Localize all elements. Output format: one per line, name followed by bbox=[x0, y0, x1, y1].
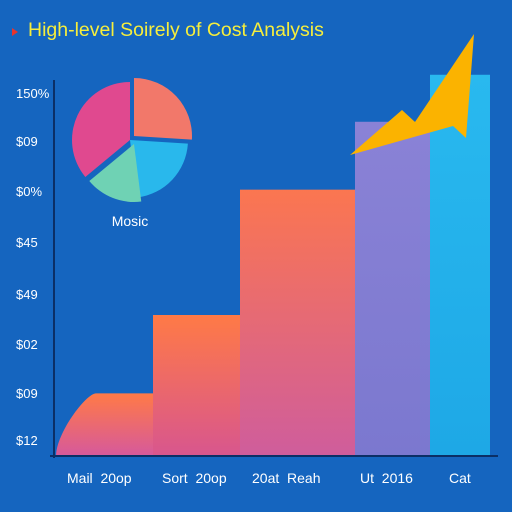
y-tick-label: $09 bbox=[16, 134, 38, 149]
upward-arrow-icon bbox=[350, 34, 474, 155]
x-tick-label: Cat bbox=[449, 470, 471, 486]
y-tick-label: $12 bbox=[16, 433, 38, 448]
pie-slice-4 bbox=[71, 82, 130, 177]
y-tick-label: $02 bbox=[16, 337, 38, 352]
x-tick-label: 20at Reah bbox=[252, 470, 321, 486]
x-tick-labels: Mail 20op Sort 20op 20at Reah Ut 2016 Cat bbox=[67, 470, 471, 486]
title-marker-icon bbox=[12, 28, 18, 36]
pie-label: Mosic bbox=[112, 213, 149, 229]
x-tick-label: Sort 20op bbox=[162, 470, 227, 486]
y-tick-label: 150% bbox=[16, 86, 50, 101]
y-tick-label: $09 bbox=[16, 386, 38, 401]
x-tick-label: Ut 2016 bbox=[360, 470, 413, 486]
bar-4 bbox=[355, 121, 430, 457]
bar-2 bbox=[153, 315, 240, 456]
bars-group bbox=[56, 74, 490, 457]
y-tick-labels: $12 $09 $02 $49 $45 $0% $09 150% bbox=[16, 86, 50, 448]
y-tick-label: $45 bbox=[16, 235, 38, 250]
pie-chart bbox=[71, 78, 192, 202]
y-tick-label: $0% bbox=[16, 184, 42, 199]
x-tick-label: Mail 20op bbox=[67, 470, 132, 486]
pie-slice-1 bbox=[134, 78, 192, 140]
bar-1 bbox=[56, 393, 153, 456]
y-tick-label: $49 bbox=[16, 287, 38, 302]
pie-slice-2 bbox=[130, 140, 188, 198]
chart-title: High-level Soirely of Cost Analysis bbox=[28, 19, 324, 41]
bar-5 bbox=[430, 74, 490, 457]
pie-slice-3 bbox=[89, 144, 142, 202]
bar-3 bbox=[240, 189, 355, 456]
